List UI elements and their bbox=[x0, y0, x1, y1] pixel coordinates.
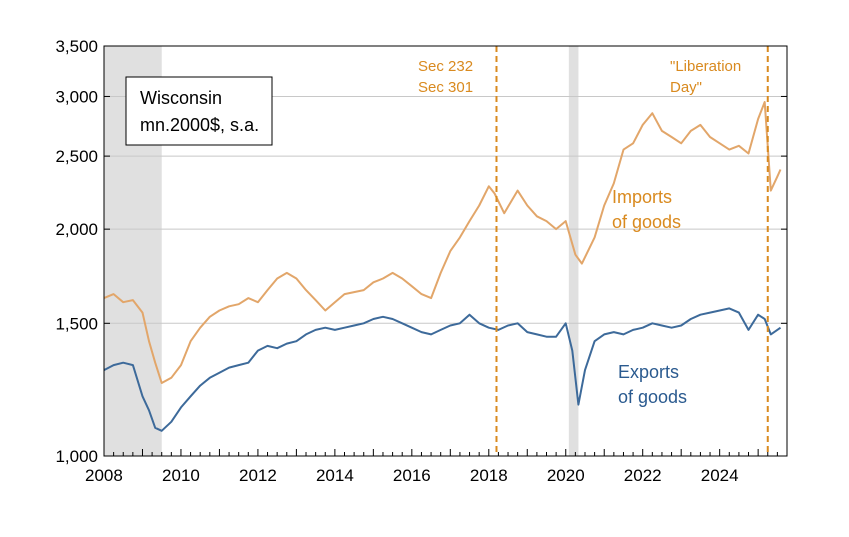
exports-label-line-1: Exports bbox=[618, 362, 679, 382]
legend-box-line-1: Wisconsin bbox=[140, 88, 222, 108]
x-tick-label: 2014 bbox=[316, 466, 354, 485]
y-tick-label: 2,500 bbox=[55, 147, 98, 166]
legend-box: Wisconsin mn.2000$, s.a. bbox=[125, 76, 273, 146]
x-tick-label: 2024 bbox=[701, 466, 739, 485]
y-tick-label: 1,500 bbox=[55, 314, 98, 333]
series-layer bbox=[103, 101, 782, 432]
liberation-day-annotation: "Liberation Day" bbox=[670, 58, 741, 96]
x-tick-label: 2022 bbox=[624, 466, 662, 485]
x-tick-label: 2010 bbox=[162, 466, 200, 485]
exports-line bbox=[103, 307, 782, 432]
imports-line bbox=[103, 101, 782, 384]
legend-box-frame bbox=[125, 76, 273, 146]
y-tick-label: 3,000 bbox=[55, 87, 98, 106]
axes: 1,000 1,500 2,000 2,500 3,000 3,500 2008 2010 20… bbox=[55, 37, 788, 485]
legend-box-line-2: mn.2000$, s.a. bbox=[140, 115, 259, 135]
y-tick-label: 2,000 bbox=[55, 220, 98, 239]
exports-label-line-2: of goods bbox=[618, 387, 687, 407]
x-tick-label: 2020 bbox=[547, 466, 585, 485]
y-tick-label: 3,500 bbox=[55, 37, 98, 56]
sec-annotation-line-1: Sec 232 bbox=[418, 58, 473, 75]
sec-annotation-line-2: Sec 301 bbox=[418, 79, 473, 96]
x-tick-label: 2008 bbox=[85, 466, 123, 485]
x-tick-label: 2012 bbox=[239, 466, 277, 485]
liberation-annotation-line-2: Day" bbox=[670, 79, 702, 96]
imports-series-label: Imports of goods bbox=[612, 187, 681, 232]
liberation-annotation-line-1: "Liberation bbox=[670, 58, 741, 75]
exports-series-label: Exports of goods bbox=[618, 362, 687, 407]
sec-232-301-annotation: Sec 232 Sec 301 bbox=[418, 58, 473, 96]
x-tick-label: 2018 bbox=[470, 466, 508, 485]
x-tick-label: 2016 bbox=[393, 466, 431, 485]
vertical-markers bbox=[495, 46, 769, 456]
imports-label-line-2: of goods bbox=[612, 212, 681, 232]
y-tick-label: 1,000 bbox=[55, 447, 98, 466]
plot-frame bbox=[103, 45, 788, 457]
imports-label-line-1: Imports bbox=[612, 187, 672, 207]
